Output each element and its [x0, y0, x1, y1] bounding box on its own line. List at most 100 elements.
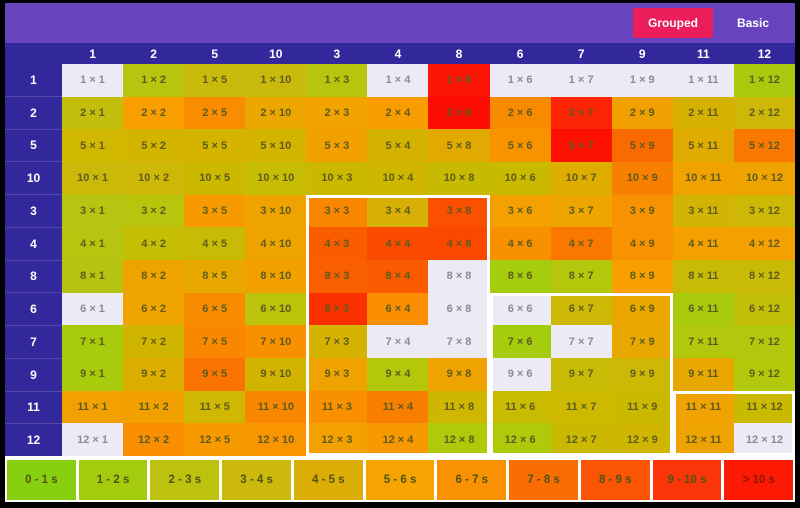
grid-cell: 4 × 12: [733, 227, 795, 260]
grouped-view-button[interactable]: Grouped: [632, 8, 713, 38]
grid-cell: 7 × 12: [733, 325, 795, 358]
grid-cell: 3 × 3: [306, 194, 368, 228]
grid-cell: 8 × 2: [123, 260, 185, 293]
grid-cell: 5 × 10: [245, 129, 307, 162]
grid-cell: 1 × 3: [306, 64, 368, 97]
grid-cell: 1 × 11: [672, 64, 734, 97]
grid-cell: 6 × 2: [123, 292, 185, 326]
grid-cell: 12 × 7: [550, 423, 612, 456]
column-header: 12: [757, 46, 772, 61]
grid-cell: 10 × 12: [733, 162, 795, 195]
grid-cell: 5 × 3: [306, 129, 368, 162]
grid-cell: 3 × 6: [489, 194, 551, 228]
legend-item: 1 - 2 s: [78, 460, 148, 500]
grid-cell: 9 × 10: [245, 358, 307, 391]
grid-cell: 4 × 7: [550, 227, 612, 260]
grid-cell: 12 × 12: [733, 423, 795, 456]
grid-cell: 8 × 11: [672, 260, 734, 293]
legend-item: 6 - 7 s: [437, 460, 507, 500]
grid-cell: 6 × 4: [367, 292, 429, 326]
grid-cell: 3 × 5: [184, 194, 246, 228]
grid-cell: 10 × 4: [367, 162, 429, 195]
grid-cell: 10 × 1: [62, 162, 124, 195]
grid-cell: 5 × 8: [428, 129, 490, 162]
grid-cell: 9 × 12: [733, 358, 795, 391]
row-header: 4: [5, 226, 62, 260]
grid-cell: 7 × 11: [672, 325, 734, 358]
grid-cell: 2 × 6: [489, 96, 551, 130]
grid-cell: 4 × 11: [672, 227, 734, 260]
grid-cell: 5 × 12: [733, 129, 795, 162]
grid-cell: 4 × 5: [184, 227, 246, 260]
basic-view-button[interactable]: Basic: [723, 8, 783, 38]
grid-cell: 11 × 11: [672, 390, 734, 424]
grid-cell: 11 × 5: [184, 390, 246, 424]
row-header: 5: [5, 128, 62, 162]
column-header: 10: [269, 46, 283, 61]
grid-cell: 12 × 10: [245, 423, 307, 456]
grid-cell: 2 × 1: [62, 96, 124, 130]
grid-cell: 2 × 8: [428, 96, 490, 130]
row-header: 6: [5, 292, 62, 325]
grid-cell: 4 × 2: [123, 227, 185, 260]
grid-cell: 8 × 5: [184, 260, 246, 293]
grid-cell: 11 × 6: [489, 390, 551, 424]
grid-cell: 6 × 5: [184, 292, 246, 326]
grid-cell: 9 × 7: [550, 358, 612, 391]
legend-item: 7 - 8 s: [509, 460, 578, 500]
column-header: 9: [638, 46, 646, 61]
grid-cell: 2 × 3: [306, 96, 368, 130]
grid-cell: 9 × 5: [184, 358, 246, 391]
grid-cell: 9 × 9: [611, 358, 673, 391]
row-header: 9: [5, 357, 62, 391]
grid-cell: 10 × 8: [428, 162, 490, 195]
grid-cell: 7 × 9: [611, 325, 673, 358]
grid-cell: 6 × 3: [306, 292, 368, 326]
grid-cell: 5 × 4: [367, 129, 429, 162]
grid-cell: 12 × 3: [306, 423, 368, 456]
row-header: 10: [5, 161, 62, 194]
grid-cell: 6 × 6: [489, 292, 551, 326]
grid-cell: 2 × 4: [367, 96, 429, 130]
grid-cell: 7 × 8: [428, 325, 490, 358]
legend-item: 8 - 9 s: [580, 460, 650, 500]
grid-cell: 11 × 12: [733, 390, 795, 424]
column-header-row: 1 2 5 10 3 4 8 6 7 9 11 12: [5, 43, 795, 64]
grid-cell: 5 × 7: [550, 129, 612, 162]
grid-cell: 9 × 11: [672, 358, 734, 391]
grid-cell: 8 × 3: [306, 260, 368, 293]
grid-cell: 12 × 6: [489, 423, 551, 456]
grid-cell: 2 × 12: [733, 96, 795, 130]
grid-cell: 3 × 1: [62, 194, 124, 228]
grid-cell: 1 × 12: [733, 64, 795, 97]
grid-cell: 11 × 2: [123, 390, 185, 424]
grid-cell: 7 × 6: [489, 325, 551, 358]
grid-cell: 5 × 6: [489, 129, 551, 162]
grid-cell: 3 × 8: [428, 194, 490, 228]
grid-cell: 5 × 5: [184, 129, 246, 162]
grid-cell: 8 × 8: [428, 260, 490, 293]
column-header: 7: [577, 46, 585, 61]
grid-cell: 11 × 3: [306, 390, 368, 424]
grid-cell: 5 × 11: [672, 129, 734, 162]
grid-cell: 4 × 6: [489, 227, 551, 260]
grid-cell: 7 × 7: [550, 325, 612, 358]
grid-cell: 4 × 10: [245, 227, 307, 260]
grid-cell: 1 × 2: [123, 64, 185, 97]
grid-cell: 10 × 5: [184, 162, 246, 195]
grid-cell: 1 × 5: [184, 64, 246, 97]
grid-cell: 4 × 4: [367, 227, 429, 260]
grid-cell: 6 × 8: [428, 292, 490, 326]
column-header: 4: [394, 46, 402, 61]
column-header: 6: [516, 46, 524, 61]
column-header: 8: [455, 46, 463, 61]
grid-cell: 10 × 3: [306, 162, 368, 195]
grid-cell: 12 × 11: [672, 423, 734, 456]
grid-cell: 1 × 9: [611, 64, 673, 97]
grid-cell: 8 × 6: [489, 260, 551, 293]
grid-cell: 5 × 9: [611, 129, 673, 162]
grid-cell: 10 × 7: [550, 162, 612, 195]
grid-cell: 2 × 7: [550, 96, 612, 130]
